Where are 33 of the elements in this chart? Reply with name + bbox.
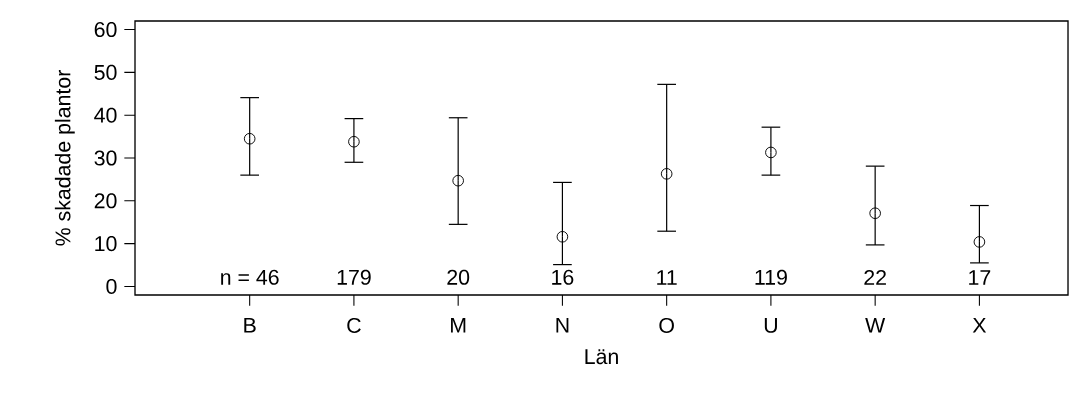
point <box>348 135 360 148</box>
x-tick-label: C <box>347 317 361 334</box>
annotation: 16 <box>552 269 574 285</box>
x-tick-label: U <box>764 317 777 333</box>
x-tick-label: M <box>451 317 466 333</box>
annotation: 17 <box>969 270 991 285</box>
point <box>660 168 673 180</box>
y-tick-label: 30 <box>94 150 117 166</box>
annotation: 22 <box>864 269 886 285</box>
x-tick-label: O <box>659 317 674 334</box>
y-tick-label: 20 <box>94 193 117 209</box>
x-tick-label: N <box>556 317 569 333</box>
y-tick-label: 0 <box>106 278 117 294</box>
y-tick-label: 10 <box>95 236 117 252</box>
annotation: 179 <box>337 269 371 285</box>
y-tick-label: 60 <box>94 22 117 38</box>
x-axis-title: Län <box>585 349 618 365</box>
point <box>556 230 569 243</box>
point <box>452 174 464 187</box>
point <box>973 236 986 248</box>
y-tick-label: 50 <box>94 64 117 80</box>
point <box>765 146 777 159</box>
annotation: 11 <box>657 270 677 285</box>
annotation: 119 <box>755 269 787 285</box>
point <box>869 207 881 220</box>
x-tick-label: W <box>865 317 886 333</box>
x-tick-label: B <box>244 317 256 333</box>
point <box>243 132 256 145</box>
annotation: 20 <box>447 269 470 285</box>
x-tick-label: X <box>972 317 987 333</box>
y-axis-title: % skadade plantor <box>54 70 75 246</box>
y-tick-label: 40 <box>94 107 117 123</box>
annotation: n = 46 <box>221 269 279 285</box>
